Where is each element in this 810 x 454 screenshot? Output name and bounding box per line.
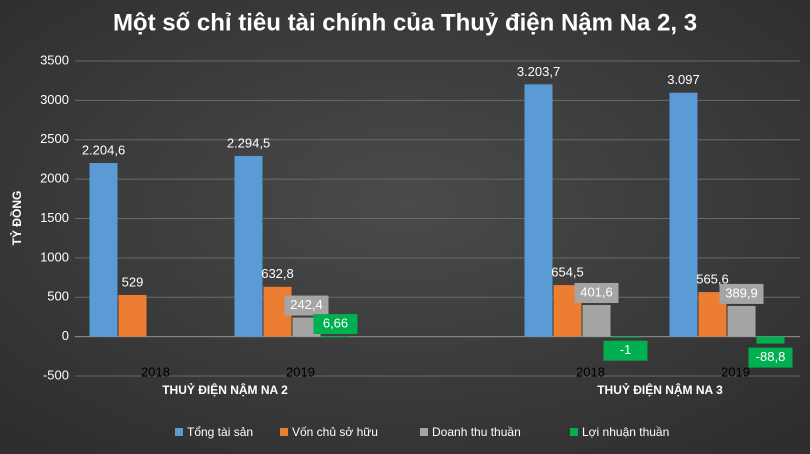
bar (756, 336, 785, 344)
bar (669, 92, 698, 337)
y-tick-label: 3500 (40, 52, 69, 67)
bar (89, 163, 118, 337)
bar (611, 336, 640, 338)
data-label: 2.204,6 (82, 142, 125, 157)
data-label: 654,5 (551, 265, 584, 280)
legend-label: Tổng tài sản (187, 425, 253, 439)
x-tick-label: 2019 (286, 364, 315, 379)
y-tick-label: 2000 (40, 171, 69, 186)
label-box (574, 282, 619, 303)
legend-label: Lợi nhuận thuần (582, 425, 669, 439)
bar (524, 84, 553, 337)
data-label: 389,9 (725, 285, 758, 300)
bar (321, 336, 350, 338)
legend-swatch (175, 428, 183, 436)
y-tick-label: -500 (43, 367, 69, 382)
x-tick-label: 2019 (721, 364, 750, 379)
data-label: 2.294,5 (227, 135, 270, 150)
group-label: THUỶ ĐIỆN NẬM NA 3 (597, 382, 723, 397)
y-tick-label: 1000 (40, 249, 69, 264)
legend-label: Vốn chủ sở hữu (292, 425, 378, 439)
y-tick-label: 1500 (40, 210, 69, 225)
data-label: 401,6 (580, 284, 613, 299)
y-tick-label: 3000 (40, 92, 69, 107)
data-label: 6,66 (323, 316, 348, 331)
data-label: 529 (122, 274, 144, 289)
y-tick-label: 500 (47, 289, 69, 304)
legend-swatch (420, 428, 428, 436)
label-box (284, 295, 329, 316)
data-label: 242,4 (290, 297, 323, 312)
bar (118, 294, 147, 337)
group-label: THUỶ ĐIỆN NẬM NA 2 (162, 382, 288, 397)
data-label: 632,8 (261, 266, 294, 281)
label-box (313, 314, 358, 335)
y-tick-label: 0 (62, 328, 69, 343)
legend-label: Doanh thu thuần (432, 425, 521, 439)
chart-title: Một số chỉ tiêu tài chính của Thuỷ điện … (113, 9, 697, 36)
bar (582, 304, 611, 337)
data-label: -1 (620, 342, 632, 357)
label-box (719, 283, 764, 304)
y-tick-label: 2500 (40, 131, 69, 146)
x-tick-label: 2018 (576, 364, 605, 379)
data-label: 3.203,7 (517, 64, 560, 79)
data-label: 3.097 (667, 72, 700, 87)
bar (727, 305, 756, 337)
legend-swatch (570, 428, 578, 436)
legend-swatch (280, 428, 288, 436)
label-box (748, 347, 793, 368)
data-label: -88,8 (756, 349, 786, 364)
data-label: 565,6 (696, 272, 729, 287)
label-box (603, 340, 648, 361)
y-axis-label: TỶ ĐỒNG (9, 191, 24, 246)
bar (234, 155, 263, 337)
x-tick-label: 2018 (141, 364, 170, 379)
